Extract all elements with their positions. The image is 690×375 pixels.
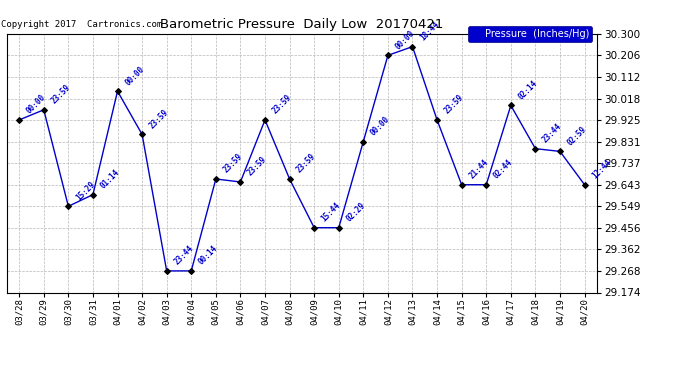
Text: 00:00: 00:00	[123, 64, 146, 87]
Point	[505, 102, 516, 108]
Point	[88, 192, 99, 198]
Point	[210, 176, 221, 182]
Point	[112, 88, 123, 94]
Text: Copyright 2017  Cartronics.com: Copyright 2017 Cartronics.com	[1, 20, 162, 28]
Text: 00:00: 00:00	[369, 115, 392, 137]
Text: 23:59: 23:59	[221, 152, 244, 175]
Point	[530, 146, 541, 152]
Text: 02:29: 02:29	[344, 201, 367, 223]
Point	[407, 44, 418, 50]
Point	[38, 107, 49, 113]
Text: 15:44: 15:44	[319, 201, 342, 223]
Title: Barometric Pressure  Daily Low  20170421: Barometric Pressure Daily Low 20170421	[160, 18, 444, 31]
Text: 23:44: 23:44	[172, 244, 195, 267]
Text: 18:44: 18:44	[418, 20, 441, 42]
Point	[137, 131, 148, 137]
Text: 23:59: 23:59	[148, 108, 170, 130]
Point	[333, 225, 344, 231]
Legend: Pressure  (Inches/Hg): Pressure (Inches/Hg)	[469, 26, 592, 42]
Text: 00:00: 00:00	[25, 93, 48, 116]
Point	[63, 203, 74, 209]
Point	[308, 225, 319, 231]
Text: 02:59: 02:59	[566, 124, 589, 147]
Text: 23:59: 23:59	[49, 83, 72, 106]
Text: 23:59: 23:59	[442, 93, 465, 116]
Text: 02:14: 02:14	[516, 79, 539, 101]
Point	[456, 182, 467, 188]
Point	[161, 268, 172, 274]
Point	[14, 117, 25, 123]
Text: 23:59: 23:59	[270, 93, 293, 116]
Text: 23:44: 23:44	[541, 122, 564, 144]
Text: 23:59: 23:59	[295, 152, 318, 175]
Point	[579, 182, 590, 188]
Point	[284, 176, 295, 182]
Text: 23:59: 23:59	[246, 155, 268, 178]
Point	[235, 179, 246, 185]
Text: 21:44: 21:44	[467, 158, 490, 180]
Text: 15:29: 15:29	[74, 180, 97, 202]
Text: 00:14: 00:14	[197, 244, 219, 267]
Point	[431, 117, 442, 123]
Point	[382, 53, 393, 58]
Text: 12:44: 12:44	[590, 158, 613, 180]
Point	[358, 138, 369, 144]
Point	[481, 182, 492, 188]
Point	[259, 117, 270, 123]
Point	[555, 148, 566, 154]
Text: 02:44: 02:44	[492, 158, 515, 180]
Point	[186, 268, 197, 274]
Text: 00:00: 00:00	[393, 28, 416, 51]
Text: 01:14: 01:14	[99, 168, 121, 190]
